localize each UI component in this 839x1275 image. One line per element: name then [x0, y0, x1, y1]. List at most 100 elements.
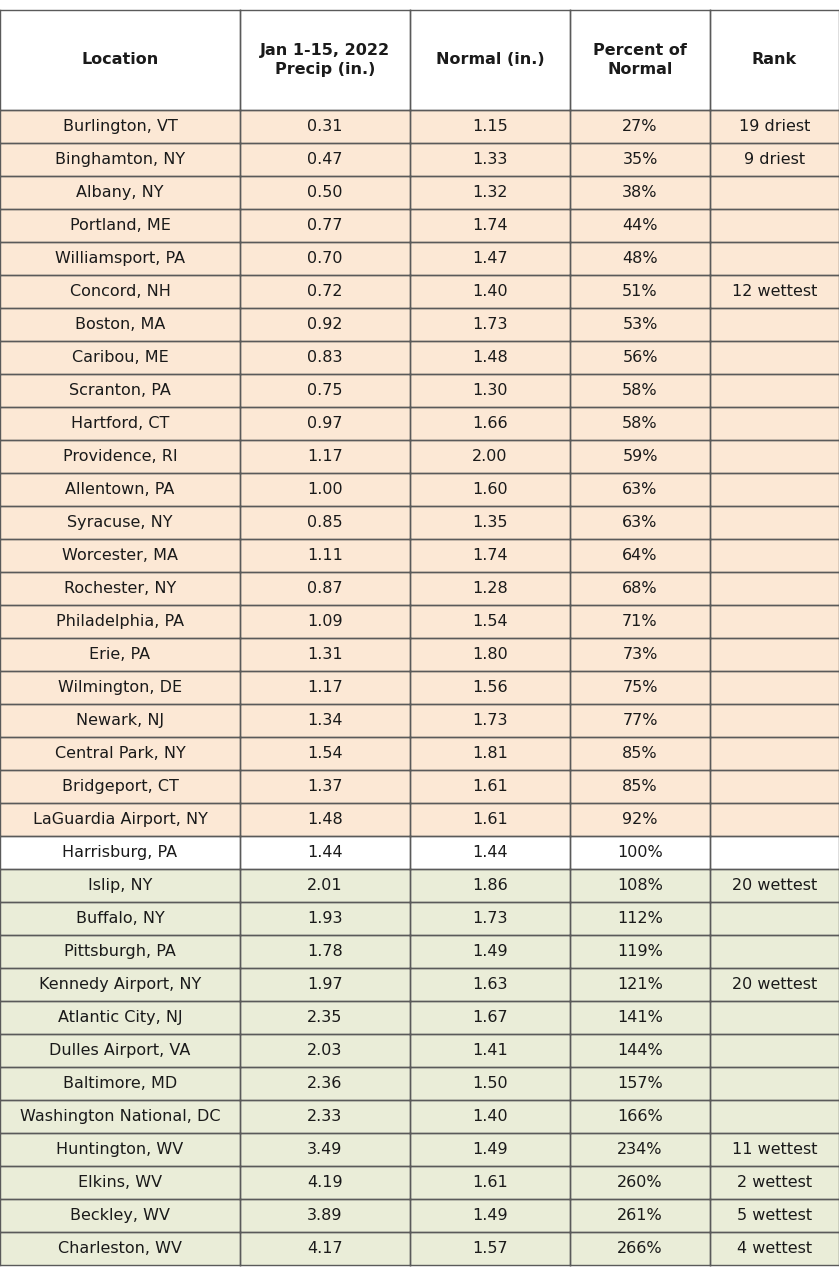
Bar: [0, 407, 240, 440]
Text: 1.54: 1.54: [472, 615, 508, 629]
Bar: [240, 638, 410, 671]
Text: Binghamton, NY: Binghamton, NY: [55, 152, 185, 167]
Text: 1.86: 1.86: [472, 878, 508, 892]
Bar: [570, 539, 710, 572]
Bar: [570, 935, 710, 968]
Text: 63%: 63%: [623, 515, 658, 530]
Bar: [0, 340, 240, 374]
Bar: [240, 1198, 410, 1232]
Bar: [710, 506, 839, 539]
Text: 1.17: 1.17: [307, 680, 343, 695]
Bar: [240, 737, 410, 770]
Bar: [710, 1198, 839, 1232]
Bar: [240, 572, 410, 606]
Text: Normal (in.): Normal (in.): [435, 52, 545, 68]
Text: 141%: 141%: [617, 1010, 663, 1025]
Bar: [710, 870, 839, 901]
Text: 4 wettest: 4 wettest: [737, 1241, 812, 1256]
Bar: [710, 836, 839, 870]
Text: 1.60: 1.60: [472, 482, 508, 497]
Bar: [710, 1167, 839, 1198]
Text: 53%: 53%: [623, 317, 658, 332]
Text: Albany, NY: Albany, NY: [76, 185, 164, 200]
Text: 1.78: 1.78: [307, 944, 343, 959]
Text: Washington National, DC: Washington National, DC: [20, 1109, 221, 1125]
Bar: [410, 1100, 570, 1133]
Bar: [710, 572, 839, 606]
Text: Baltimore, MD: Baltimore, MD: [63, 1076, 177, 1091]
Bar: [710, 440, 839, 473]
Bar: [240, 275, 410, 309]
Text: Allentown, PA: Allentown, PA: [65, 482, 175, 497]
Text: 12 wettest: 12 wettest: [732, 284, 817, 300]
Bar: [570, 968, 710, 1001]
Bar: [410, 803, 570, 836]
Bar: [710, 935, 839, 968]
Bar: [710, 242, 839, 275]
Bar: [410, 176, 570, 209]
Text: 48%: 48%: [623, 251, 658, 266]
Bar: [570, 143, 710, 176]
Bar: [710, 209, 839, 242]
Text: 3.89: 3.89: [307, 1207, 343, 1223]
Bar: [410, 340, 570, 374]
Text: 1.61: 1.61: [472, 812, 508, 827]
Bar: [410, 440, 570, 473]
Bar: [570, 374, 710, 407]
Text: 1.28: 1.28: [472, 581, 508, 595]
Bar: [240, 870, 410, 901]
Text: 0.50: 0.50: [307, 185, 343, 200]
Bar: [570, 1198, 710, 1232]
Bar: [0, 374, 240, 407]
Text: 1.48: 1.48: [307, 812, 343, 827]
Text: 92%: 92%: [623, 812, 658, 827]
Text: 261%: 261%: [618, 1207, 663, 1223]
Bar: [570, 440, 710, 473]
Bar: [0, 1034, 240, 1067]
Text: 0.87: 0.87: [307, 581, 343, 595]
Text: 1.93: 1.93: [307, 912, 343, 926]
Text: Portland, ME: Portland, ME: [70, 218, 170, 233]
Text: 0.72: 0.72: [307, 284, 343, 300]
Text: 58%: 58%: [623, 416, 658, 431]
Text: 68%: 68%: [623, 581, 658, 595]
Bar: [410, 572, 570, 606]
Bar: [410, 275, 570, 309]
Text: 1.32: 1.32: [472, 185, 508, 200]
Text: 0.47: 0.47: [307, 152, 343, 167]
Text: 108%: 108%: [617, 878, 663, 892]
Bar: [710, 803, 839, 836]
Bar: [240, 407, 410, 440]
Text: 2 wettest: 2 wettest: [737, 1176, 812, 1190]
Text: 85%: 85%: [623, 779, 658, 794]
Bar: [240, 473, 410, 506]
Text: 1.57: 1.57: [472, 1241, 508, 1256]
Bar: [0, 242, 240, 275]
Text: 119%: 119%: [617, 944, 663, 959]
Bar: [410, 1167, 570, 1198]
Bar: [570, 1167, 710, 1198]
Text: 4.19: 4.19: [307, 1176, 343, 1190]
Text: Beckley, WV: Beckley, WV: [70, 1207, 170, 1223]
Bar: [0, 209, 240, 242]
Bar: [710, 1232, 839, 1265]
Bar: [410, 606, 570, 638]
Bar: [0, 1198, 240, 1232]
Bar: [410, 539, 570, 572]
Bar: [240, 968, 410, 1001]
Bar: [570, 340, 710, 374]
Bar: [710, 1001, 839, 1034]
Bar: [710, 176, 839, 209]
Bar: [410, 506, 570, 539]
Bar: [710, 539, 839, 572]
Bar: [410, 1001, 570, 1034]
Text: 1.54: 1.54: [307, 746, 343, 761]
Text: 19 driest: 19 driest: [739, 119, 810, 134]
Text: 1.73: 1.73: [472, 317, 508, 332]
Bar: [240, 209, 410, 242]
Bar: [570, 836, 710, 870]
Bar: [240, 935, 410, 968]
Bar: [410, 10, 570, 110]
Bar: [240, 606, 410, 638]
Text: Bridgeport, CT: Bridgeport, CT: [61, 779, 179, 794]
